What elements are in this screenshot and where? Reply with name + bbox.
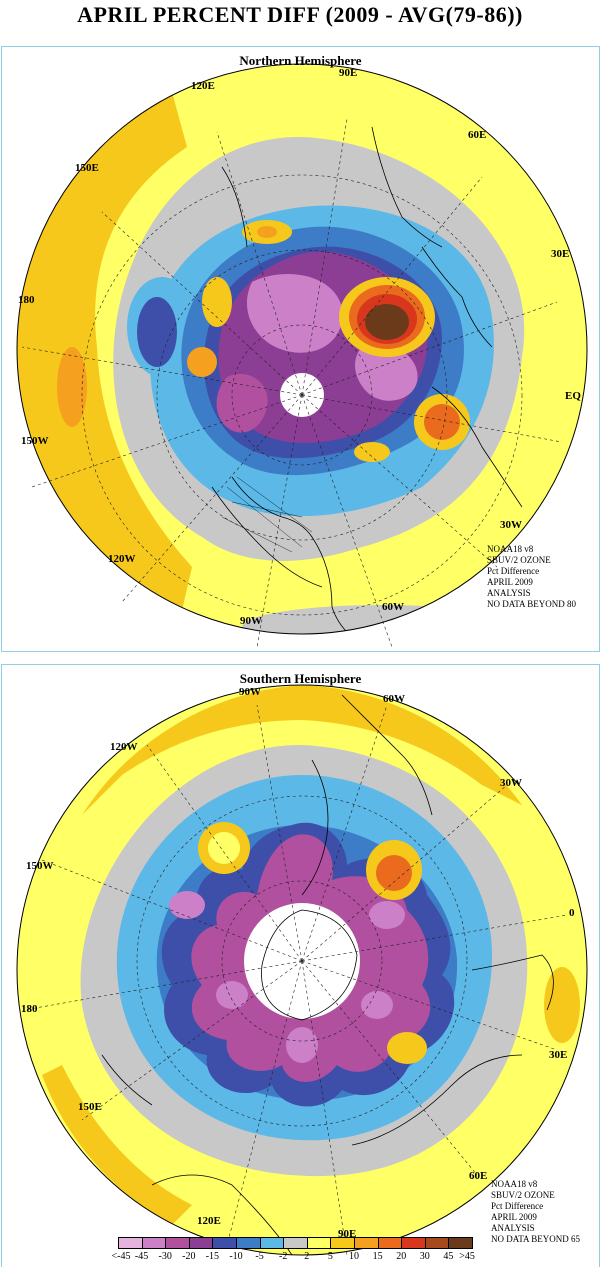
legend-swatch (354, 1237, 379, 1249)
legend-label: -15 (205, 1251, 220, 1262)
lon-label: 60W (382, 601, 404, 613)
legend-swatch (259, 1237, 285, 1249)
legend-label: 45 (443, 1251, 454, 1262)
legend-label: >45 (459, 1251, 475, 1262)
lon-label: 150W (21, 435, 49, 447)
legend-swatch (118, 1237, 143, 1249)
lon-label: 90W (239, 686, 261, 698)
lon-label: 120W (110, 741, 138, 753)
legend-label: 2 (304, 1251, 310, 1262)
legend-label: -5 (255, 1251, 264, 1262)
ozone-anomaly-blob (57, 347, 87, 427)
legend-label: <-45 (111, 1251, 131, 1262)
northern-hemisphere-title: Northern Hemisphere (239, 53, 362, 68)
northern-hemisphere-panel: Northern Hemisphere 90E 60E 30E EQ 30W 6… (1, 46, 600, 652)
lon-label: 120W (108, 553, 136, 565)
legend-label: -45 (134, 1251, 149, 1262)
lon-label: 120E (191, 80, 215, 92)
southern-hemisphere-title: Southern Hemisphere (239, 671, 362, 686)
lon-label: 30E (551, 248, 570, 260)
lon-label: 60W (383, 693, 405, 705)
legend-label: 10 (349, 1251, 359, 1262)
dataset-info: NOAA18 v8 SBUV/2 OZONE Pct Difference AP… (491, 1179, 581, 1244)
southern-hemisphere-panel: Southern Hemisphere 90W 60W 30W 0 30E 60… (1, 664, 600, 1267)
lon-label: 150E (78, 1101, 102, 1113)
lon-label: 60E (468, 129, 487, 141)
lon-label: 150E (75, 162, 99, 174)
lon-label: 120E (197, 1215, 221, 1227)
lon-label: 60E (469, 1170, 488, 1182)
legend-swatch (188, 1237, 214, 1249)
legend-label: -20 (182, 1251, 196, 1262)
legend-swatch (141, 1237, 167, 1249)
legend-label: 30 (419, 1251, 430, 1262)
legend-label: -30 (158, 1251, 172, 1262)
lon-label: 90W (240, 615, 262, 627)
page-title: APRIL PERCENT DIFF (2009 - AVG(79-86)) (77, 2, 523, 27)
legend-swatch (283, 1237, 308, 1249)
legend-swatch (165, 1237, 190, 1249)
legend-swatch (212, 1237, 237, 1249)
lon-label: EQ (565, 390, 581, 402)
northern-hemisphere-map (16, 63, 588, 648)
lon-label: 90E (339, 67, 358, 79)
legend-label: 20 (396, 1251, 407, 1262)
legend-swatch (330, 1237, 355, 1249)
legend-swatch (401, 1237, 426, 1249)
lon-label: 180 (21, 1003, 38, 1015)
legend-swatch (377, 1237, 403, 1249)
legend-swatch (236, 1237, 261, 1249)
color-legend: <-45 -45 -30 -20 -15 -10 -5 -2 2 5 10 15 20 30 45 >45 (112, 1237, 475, 1267)
southern-hemisphere-map (16, 684, 588, 1256)
lon-label: 150W (26, 860, 54, 872)
dataset-info: NOAA18 v8 SBUV/2 OZONE Pct Difference AP… (487, 544, 577, 609)
legend-label: -2 (279, 1251, 288, 1262)
legend-label: 15 (372, 1251, 383, 1262)
legend-swatch (448, 1237, 473, 1249)
lon-label: 180 (18, 294, 35, 306)
legend-swatch (306, 1237, 332, 1249)
legend-label: 5 (327, 1251, 333, 1262)
lon-label: 30E (549, 1049, 568, 1061)
lon-label: 30W (500, 519, 522, 531)
legend-label: -10 (229, 1251, 243, 1262)
legend-swatch (424, 1237, 450, 1249)
lon-label: 0 (569, 907, 575, 919)
lon-label: 30W (500, 777, 522, 789)
